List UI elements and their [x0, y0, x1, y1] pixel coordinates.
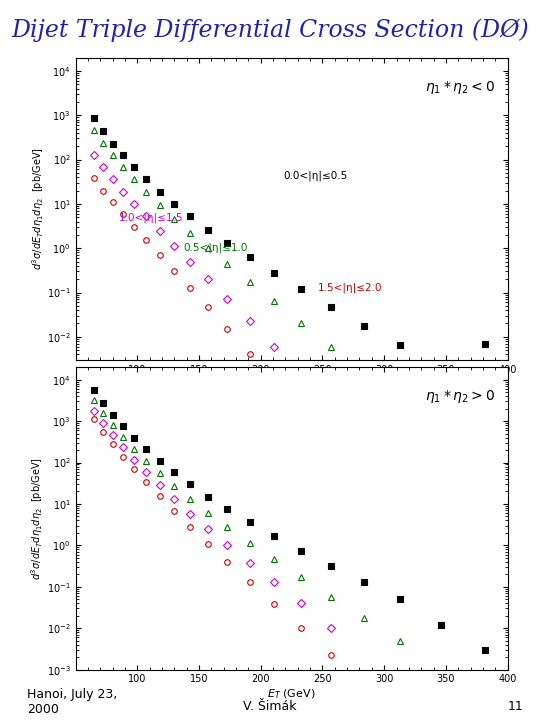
Text: 1.0<|η|≤1.5: 1.0<|η|≤1.5 — [119, 212, 183, 223]
Text: $\eta_1 * \eta_2 < 0$: $\eta_1 * \eta_2 < 0$ — [424, 78, 495, 96]
Text: 1.5<|η|≤2.0: 1.5<|η|≤2.0 — [318, 282, 382, 292]
Text: Dijet Triple Differential Cross Section (DØ): Dijet Triple Differential Cross Section … — [11, 18, 529, 42]
X-axis label: $E_T$ (GeV): $E_T$ (GeV) — [267, 377, 316, 391]
Text: V. Šimák: V. Šimák — [243, 700, 297, 713]
Y-axis label: $d^3\sigma/dE_T d\eta_1 d\eta_2$  [pb/GeV]: $d^3\sigma/dE_T d\eta_1 d\eta_2$ [pb/GeV… — [30, 148, 45, 270]
Text: 0.0<|η|≤0.5: 0.0<|η|≤0.5 — [283, 171, 347, 181]
Y-axis label: $d^3\sigma/dE_T d\eta_1 d\eta_2$  [pb/GeV]: $d^3\sigma/dE_T d\eta_1 d\eta_2$ [pb/GeV… — [30, 457, 45, 580]
Text: 0.5<|η|≤1.0: 0.5<|η|≤1.0 — [184, 243, 248, 253]
Text: Hanoi, July 23,
2000: Hanoi, July 23, 2000 — [27, 688, 117, 716]
Text: 11: 11 — [508, 700, 524, 713]
Text: $\eta_1 * \eta_2 > 0$: $\eta_1 * \eta_2 > 0$ — [424, 388, 495, 405]
X-axis label: $E_T$ (GeV): $E_T$ (GeV) — [267, 687, 316, 701]
